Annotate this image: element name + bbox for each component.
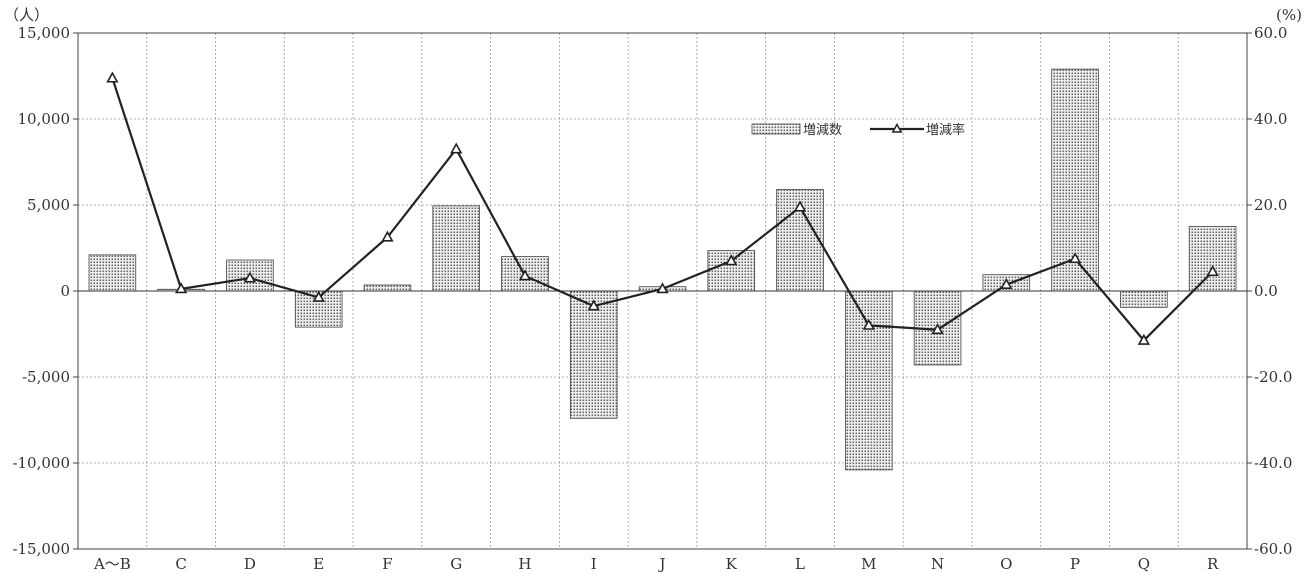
left-tick-label: 10,000 bbox=[18, 110, 71, 128]
triangle-marker bbox=[106, 71, 119, 83]
category-label: D bbox=[244, 555, 256, 573]
triangle-marker bbox=[793, 200, 807, 212]
right-tick-label: 40.0 bbox=[1254, 110, 1287, 128]
category-label: R bbox=[1207, 555, 1219, 573]
legend-bar-swatch bbox=[751, 123, 801, 135]
left-tick-label: -10,000 bbox=[12, 454, 70, 472]
category-label: E bbox=[313, 555, 324, 573]
triangle-marker bbox=[1137, 333, 1151, 345]
legend-triangle-marker bbox=[891, 122, 903, 133]
triangle-marker bbox=[656, 282, 669, 294]
triangle-marker bbox=[1068, 252, 1082, 264]
right-axis-unit: (%) bbox=[1276, 6, 1302, 24]
left-tick-label: 5,000 bbox=[27, 196, 70, 214]
legend-bar-label: 増減数 bbox=[803, 122, 842, 138]
category-label: O bbox=[1000, 555, 1012, 573]
category-label: C bbox=[175, 555, 186, 573]
triangle-marker bbox=[518, 269, 532, 281]
bar bbox=[88, 254, 137, 292]
triangle-marker bbox=[312, 290, 325, 302]
axes: 15,000 10,000 5,000 0 -5,000 -10,000 -15,000 60… bbox=[12, 24, 1292, 573]
bar bbox=[1188, 226, 1237, 292]
triangle-marker bbox=[243, 271, 257, 283]
bar bbox=[1120, 290, 1168, 308]
right-tick-label: -60.0 bbox=[1254, 540, 1292, 558]
bar bbox=[432, 205, 480, 292]
line-series bbox=[106, 71, 1219, 345]
bar bbox=[845, 290, 893, 471]
right-tick-label: -20.0 bbox=[1254, 368, 1292, 386]
bar bbox=[363, 284, 412, 292]
legend: 増減数 増減率 bbox=[751, 122, 965, 138]
left-tick-label: -15,000 bbox=[12, 540, 70, 558]
legend-line-label: 増減率 bbox=[926, 122, 965, 138]
triangle-marker bbox=[450, 142, 463, 154]
triangle-marker bbox=[725, 254, 738, 266]
rate-line bbox=[111, 77, 1214, 343]
triangle-marker bbox=[1000, 277, 1013, 289]
category-label: K bbox=[726, 555, 738, 573]
triangle-marker bbox=[1206, 265, 1219, 277]
left-tick-label: 0 bbox=[60, 282, 70, 300]
left-tick-label: -5,000 bbox=[22, 368, 70, 386]
category-label: P bbox=[1070, 555, 1080, 573]
category-label: L bbox=[795, 555, 805, 573]
category-label: A～B bbox=[93, 555, 131, 573]
left-axis-unit: （人） bbox=[4, 6, 49, 24]
right-tick-label: 0.0 bbox=[1254, 282, 1278, 300]
category-label: I bbox=[591, 555, 597, 573]
triangle-marker bbox=[862, 318, 875, 330]
bar-series bbox=[88, 68, 1237, 471]
category-label: Q bbox=[1138, 555, 1150, 573]
triangle-marker bbox=[381, 230, 394, 242]
category-label: G bbox=[450, 555, 462, 573]
right-tick-label: -40.0 bbox=[1254, 454, 1292, 472]
category-label: H bbox=[518, 555, 531, 573]
category-label: F bbox=[382, 555, 392, 573]
left-tick-label: 15,000 bbox=[18, 24, 71, 42]
category-label: J bbox=[657, 555, 665, 573]
triangle-marker bbox=[587, 299, 600, 311]
category-label: M bbox=[861, 555, 876, 573]
category-label: N bbox=[931, 555, 944, 573]
bar bbox=[569, 290, 618, 419]
triangle-marker bbox=[174, 282, 188, 294]
triangle-marker bbox=[931, 323, 944, 335]
right-tick-label: 20.0 bbox=[1254, 196, 1287, 214]
right-tick-label: 60.0 bbox=[1254, 24, 1287, 42]
